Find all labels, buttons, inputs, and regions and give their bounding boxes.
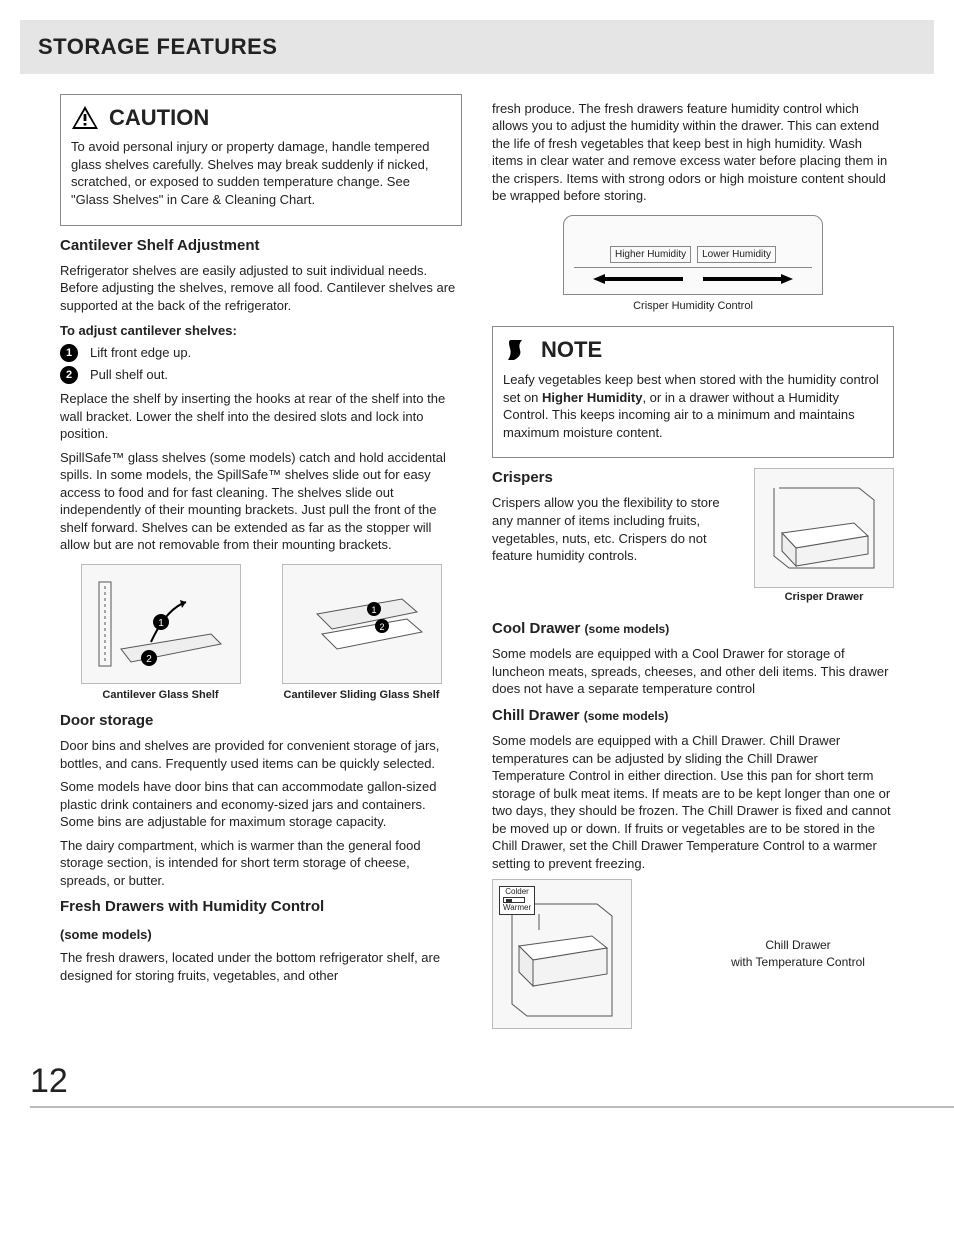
chill-sub: (some models): [584, 709, 669, 723]
step-2: 2 Pull shelf out.: [60, 366, 462, 384]
page-title: STORAGE FEATURES: [38, 32, 916, 62]
note-header: NOTE: [503, 335, 883, 365]
fig1-caption: Cantilever Glass Shelf: [102, 688, 218, 703]
fresh-body: The fresh drawers, located under the bot…: [60, 949, 462, 984]
page-title-bar: STORAGE FEATURES: [20, 20, 934, 74]
crisper-image: [754, 468, 894, 588]
cantilever-heading: Cantilever Shelf Adjustment: [60, 236, 462, 256]
chill-image: Colder Warmer: [492, 879, 632, 1029]
spillsafe-body: SpillSafe™ glass shelves (some models) c…: [60, 449, 462, 554]
chill-body: Some models are equipped with a Chill Dr…: [492, 732, 894, 872]
chill-temp-badge: Colder Warmer: [499, 886, 535, 916]
fresh-continued: fresh produce. The fresh drawers feature…: [492, 100, 894, 205]
door-p3: The dairy compartment, which is warmer t…: [60, 837, 462, 890]
chill-caption: Chill Drawer with Temperature Control: [702, 937, 894, 969]
chill-figure-row: Colder Warmer Chill Drawer with Temperat…: [492, 879, 894, 1029]
step-1-text: Lift front edge up.: [90, 344, 191, 362]
note-bold: Higher Humidity: [542, 390, 642, 405]
cantilever-body: Refrigerator shelves are easily adjusted…: [60, 262, 462, 315]
svg-text:1: 1: [371, 605, 376, 615]
svg-text:1: 1: [158, 618, 164, 629]
shelf-figures: 1 2 Cantilever Glass Shelf 1 2 Cantileve…: [60, 564, 462, 703]
caution-body: To avoid personal injury or property dam…: [71, 138, 451, 208]
humidity-caption: Crisper Humidity Control: [563, 299, 823, 314]
note-body: Leafy vegetables keep best when stored w…: [503, 371, 883, 441]
step-number-2: 2: [60, 366, 78, 384]
humidity-diagram: Higher Humidity Lower Humidity Crisper H…: [563, 215, 823, 314]
adjust-heading: To adjust cantilever shelves:: [60, 322, 462, 340]
chill-h-text: Chill Drawer: [492, 707, 584, 724]
note-heading: NOTE: [541, 335, 602, 365]
humidity-label-low: Lower Humidity: [697, 246, 776, 264]
fig-cantilever-sliding: 1 2 Cantilever Sliding Glass Shelf: [261, 564, 462, 703]
crisper-caption: Crisper Drawer: [754, 590, 894, 605]
caution-box: CAUTION To avoid personal injury or prop…: [60, 94, 462, 226]
humidity-label-high: Higher Humidity: [610, 246, 691, 264]
adjust-steps: 1 Lift front edge up. 2 Pull shelf out.: [60, 344, 462, 384]
cool-sub: (some models): [585, 622, 670, 636]
fig2-image: 1 2: [282, 564, 442, 684]
door-storage-heading: Door storage: [60, 711, 462, 731]
chill-heading: Chill Drawer (some models): [492, 706, 894, 726]
crisper-figure: Crisper Drawer: [754, 468, 894, 605]
caution-header: CAUTION: [71, 103, 451, 133]
door-p1: Door bins and shelves are provided for c…: [60, 737, 462, 772]
right-column: fresh produce. The fresh drawers feature…: [492, 94, 894, 1029]
step-2-text: Pull shelf out.: [90, 366, 168, 384]
cool-heading: Cool Drawer (some models): [492, 619, 894, 639]
chill-badge-colder: Colder: [503, 888, 531, 897]
fresh-heading: Fresh Drawers with Humidity Control: [60, 897, 462, 917]
svg-text:2: 2: [379, 622, 384, 632]
page-number: 12: [30, 1059, 954, 1109]
fig2-caption: Cantilever Sliding Glass Shelf: [284, 688, 440, 703]
fig-cantilever-glass: 1 2 Cantilever Glass Shelf: [60, 564, 261, 703]
cool-h-text: Cool Drawer: [492, 620, 585, 637]
fresh-sub: (some models): [60, 926, 462, 944]
step-number-1: 1: [60, 344, 78, 362]
cool-body: Some models are equipped with a Cool Dra…: [492, 645, 894, 698]
note-icon: [503, 338, 531, 363]
caution-heading: CAUTION: [109, 103, 209, 133]
step-1: 1 Lift front edge up.: [60, 344, 462, 362]
replace-body: Replace the shelf by inserting the hooks…: [60, 390, 462, 443]
chill-badge-warmer: Warmer: [503, 904, 531, 913]
note-box: NOTE Leafy vegetables keep best when sto…: [492, 326, 894, 458]
chill-figure: Colder Warmer: [492, 879, 672, 1029]
humidity-arrows: [574, 272, 812, 286]
warning-icon: [71, 105, 99, 130]
svg-text:2: 2: [146, 654, 152, 665]
left-column: CAUTION To avoid personal injury or prop…: [60, 94, 462, 1029]
content-columns: CAUTION To avoid personal injury or prop…: [0, 94, 954, 1029]
door-p2: Some models have door bins that can acco…: [60, 778, 462, 831]
fig1-image: 1 2: [81, 564, 241, 684]
